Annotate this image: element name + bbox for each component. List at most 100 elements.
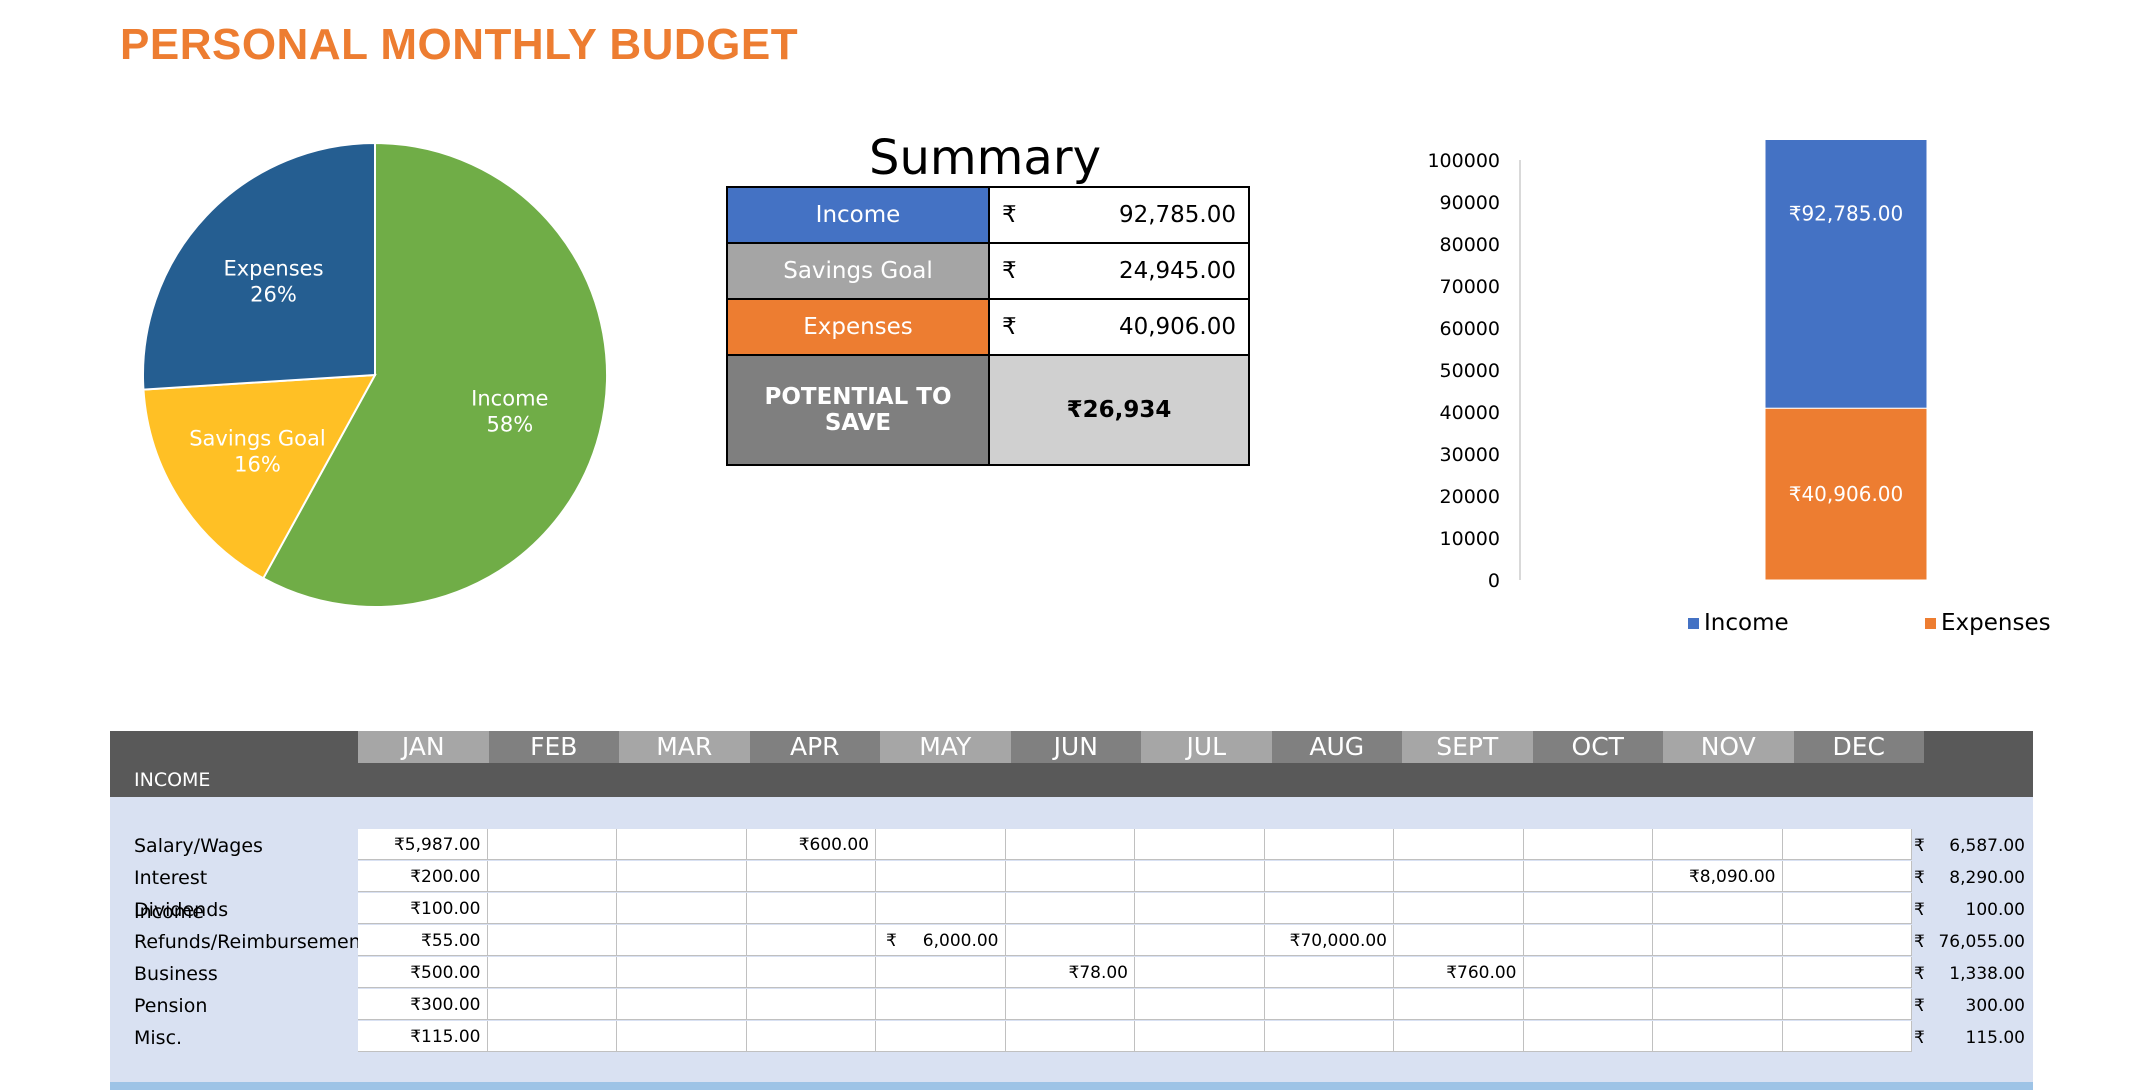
grid-cell[interactable]: ₹8,090.00 <box>1653 861 1783 892</box>
grid-cell[interactable] <box>1653 925 1783 956</box>
grid-cell[interactable] <box>1264 989 1394 1020</box>
income-section-label: INCOME <box>134 769 211 791</box>
month-header: MAY <box>880 731 1011 763</box>
grid-cell[interactable] <box>746 989 876 1020</box>
grid-cell[interactable] <box>1394 925 1524 956</box>
grid-cell[interactable] <box>1264 829 1394 860</box>
grid-cell[interactable] <box>1782 861 1912 892</box>
grid-cell[interactable] <box>1264 893 1394 924</box>
grid-cell[interactable] <box>1394 989 1524 1020</box>
grid-header: JAN FEB MAR APR MAY JUN JUL AUG SEPT OCT NOV DEC IN… <box>110 731 2033 797</box>
grid-cell[interactable] <box>1394 1021 1524 1052</box>
grid-cell[interactable]: ₹70,000.00 <box>1264 925 1394 956</box>
grid-cell[interactable]: ₹115.00 <box>358 1021 488 1052</box>
grid-cell[interactable] <box>746 1021 876 1052</box>
grid-cell[interactable] <box>487 989 617 1020</box>
grid-cell[interactable]: ₹55.00 <box>358 925 488 956</box>
grid-cell[interactable] <box>1264 861 1394 892</box>
grid-cell[interactable] <box>746 925 876 956</box>
bar-data-label: ₹40,906.00 <box>1789 482 1904 506</box>
grid-cell[interactable] <box>1782 957 1912 988</box>
grid-cell[interactable] <box>1135 893 1265 924</box>
y-tick-label: 80000 <box>1440 234 1500 256</box>
grid-cell[interactable]: ₹300.00 <box>358 989 488 1020</box>
grid-cell[interactable] <box>617 1021 747 1052</box>
grid-cell[interactable] <box>876 893 1006 924</box>
grid-cell[interactable] <box>1523 829 1653 860</box>
grid-cell[interactable]: ₹78.00 <box>1005 957 1135 988</box>
grid-cell[interactable] <box>1135 829 1265 860</box>
grid-cell[interactable] <box>1005 989 1135 1020</box>
grid-cell[interactable] <box>1523 861 1653 892</box>
grid-cell[interactable] <box>487 957 617 988</box>
grid-cell[interactable] <box>876 989 1006 1020</box>
grid-cell[interactable] <box>487 861 617 892</box>
summary-row-potential: POTENTIAL TO SAVE ₹26,934 <box>726 354 1250 466</box>
grid-cell[interactable] <box>1782 925 1912 956</box>
summary-value-income: 92,785.00 <box>1026 186 1250 244</box>
grid-cell[interactable] <box>746 957 876 988</box>
grid-cell[interactable] <box>1135 989 1265 1020</box>
grid-cell[interactable] <box>1005 925 1135 956</box>
grid-cell[interactable] <box>746 861 876 892</box>
grid-cell[interactable] <box>1782 989 1912 1020</box>
grid-cell[interactable] <box>746 893 876 924</box>
month-header: DEC <box>1793 731 1924 763</box>
grid-cell[interactable]: ₹600.00 <box>746 829 876 860</box>
grid-cell[interactable] <box>617 957 747 988</box>
grid-cell[interactable] <box>1135 1021 1265 1052</box>
grid-cell[interactable] <box>876 829 1006 860</box>
grid-cell[interactable] <box>487 893 617 924</box>
month-header: JUL <box>1141 731 1272 763</box>
month-header: MAR <box>619 731 750 763</box>
grid-cell[interactable] <box>1523 925 1653 956</box>
grid-cell[interactable] <box>876 1021 1006 1052</box>
grid-cell[interactable] <box>1135 925 1265 956</box>
potential-to-save-label: POTENTIAL TO SAVE <box>726 354 990 466</box>
grid-cell[interactable] <box>487 829 617 860</box>
grid-cell[interactable] <box>617 989 747 1020</box>
grid-cell[interactable] <box>1005 1021 1135 1052</box>
grid-cell[interactable]: ₹6,000.00 <box>876 925 1006 956</box>
grid-cell[interactable] <box>1653 957 1783 988</box>
month-header: SEPT <box>1402 731 1533 763</box>
grid-cell[interactable] <box>1005 861 1135 892</box>
grid-cell[interactable]: ₹100.00 <box>358 893 488 924</box>
grid-cell[interactable] <box>1782 1021 1912 1052</box>
grid-cell[interactable]: ₹200.00 <box>358 861 488 892</box>
grid-cell[interactable] <box>1394 861 1524 892</box>
grid-cell[interactable]: ₹5,987.00 <box>358 829 488 860</box>
grid-cell[interactable] <box>617 893 747 924</box>
grid-cell[interactable] <box>1523 893 1653 924</box>
section-divider <box>110 1082 2033 1090</box>
grid-cell[interactable] <box>1653 989 1783 1020</box>
grid-cell[interactable] <box>1782 829 1912 860</box>
summary-table: Income ₹ 92,785.00 Savings Goal ₹ 24,945… <box>726 186 1250 466</box>
grid-cell[interactable] <box>487 925 617 956</box>
grid-cell[interactable] <box>617 829 747 860</box>
grid-cell[interactable] <box>1394 893 1524 924</box>
grid-cell[interactable] <box>1005 893 1135 924</box>
grid-cell[interactable] <box>1653 829 1783 860</box>
grid-cell[interactable] <box>1782 893 1912 924</box>
grid-cell[interactable] <box>617 861 747 892</box>
month-header: NOV <box>1663 731 1794 763</box>
grid-cell[interactable]: ₹500.00 <box>358 957 488 988</box>
grid-cell[interactable] <box>1264 957 1394 988</box>
grid-cell[interactable] <box>876 861 1006 892</box>
grid-cell[interactable] <box>1394 829 1524 860</box>
grid-cell[interactable] <box>1135 861 1265 892</box>
grid-cell[interactable] <box>617 925 747 956</box>
grid-cell[interactable] <box>1653 1021 1783 1052</box>
currency-symbol: ₹ <box>1914 996 1925 1015</box>
grid-cell[interactable] <box>1005 829 1135 860</box>
grid-cell[interactable] <box>1523 1021 1653 1052</box>
grid-cell[interactable] <box>1523 989 1653 1020</box>
grid-cell[interactable] <box>487 1021 617 1052</box>
grid-cell[interactable] <box>1135 957 1265 988</box>
grid-cell[interactable] <box>1653 893 1783 924</box>
grid-cell[interactable] <box>1264 1021 1394 1052</box>
grid-cell[interactable] <box>876 957 1006 988</box>
grid-cell[interactable] <box>1523 957 1653 988</box>
grid-cell[interactable]: ₹760.00 <box>1394 957 1524 988</box>
